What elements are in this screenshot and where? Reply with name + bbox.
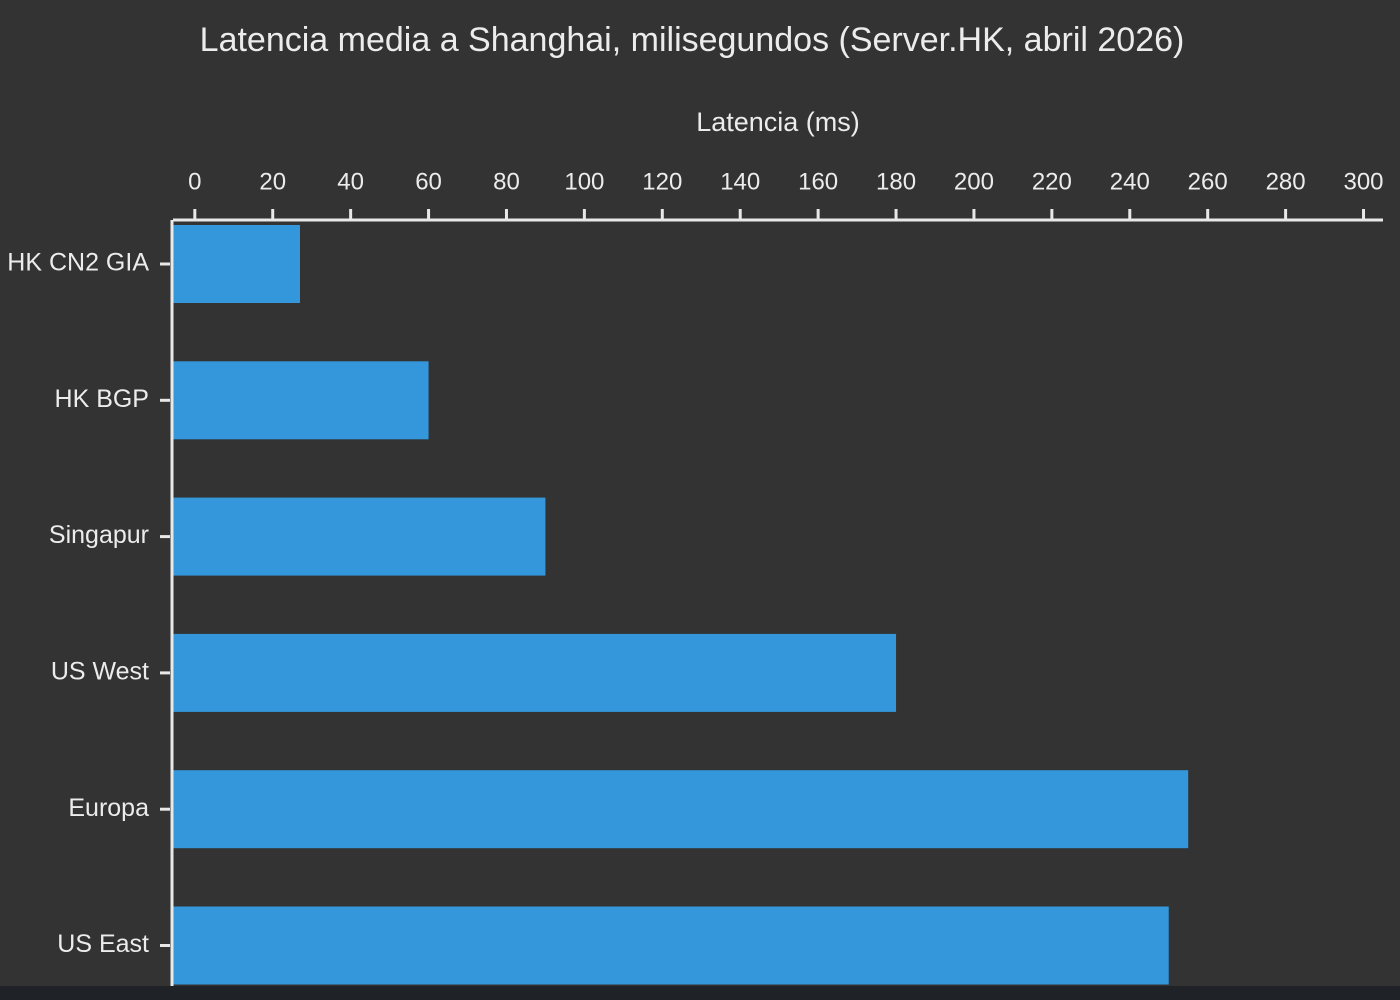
bar [173, 361, 429, 440]
x-tick-label: 280 [1266, 168, 1306, 195]
y-tick-label: Singapur [49, 521, 149, 549]
x-tick-label: 20 [259, 168, 286, 195]
bar [173, 225, 300, 303]
y-tick-label: Europa [68, 794, 149, 822]
x-tick-label: 160 [798, 168, 838, 195]
bottom-strip [0, 986, 1400, 1000]
x-tick-label: 180 [876, 168, 916, 195]
y-tick-label: HK BGP [55, 385, 149, 413]
bar [173, 633, 897, 712]
x-tick-label: 40 [337, 168, 364, 195]
y-tick-label: US East [57, 930, 149, 958]
x-tick-label: 100 [564, 168, 604, 195]
x-axis-label: Latencia (ms) [696, 107, 860, 137]
y-tick-label: HK CN2 GIA [7, 249, 149, 277]
x-tick-label: 60 [415, 168, 442, 195]
chart-title: Latencia media a Shanghai, milisegundos … [200, 21, 1185, 59]
bar [173, 906, 1169, 985]
x-tick-label: 240 [1110, 168, 1150, 195]
y-tick-label: US West [51, 658, 149, 686]
bar [173, 770, 1189, 849]
x-tick-label: 220 [1032, 168, 1072, 195]
x-tick-label: 140 [720, 168, 760, 195]
x-tick-label: 260 [1188, 168, 1228, 195]
x-tick-label: 300 [1343, 168, 1383, 195]
x-tick-label: 120 [642, 168, 682, 195]
bar [173, 497, 546, 576]
x-tick-label: 200 [954, 168, 994, 195]
x-tick-label: 80 [493, 168, 520, 195]
x-tick-label: 0 [188, 168, 201, 195]
